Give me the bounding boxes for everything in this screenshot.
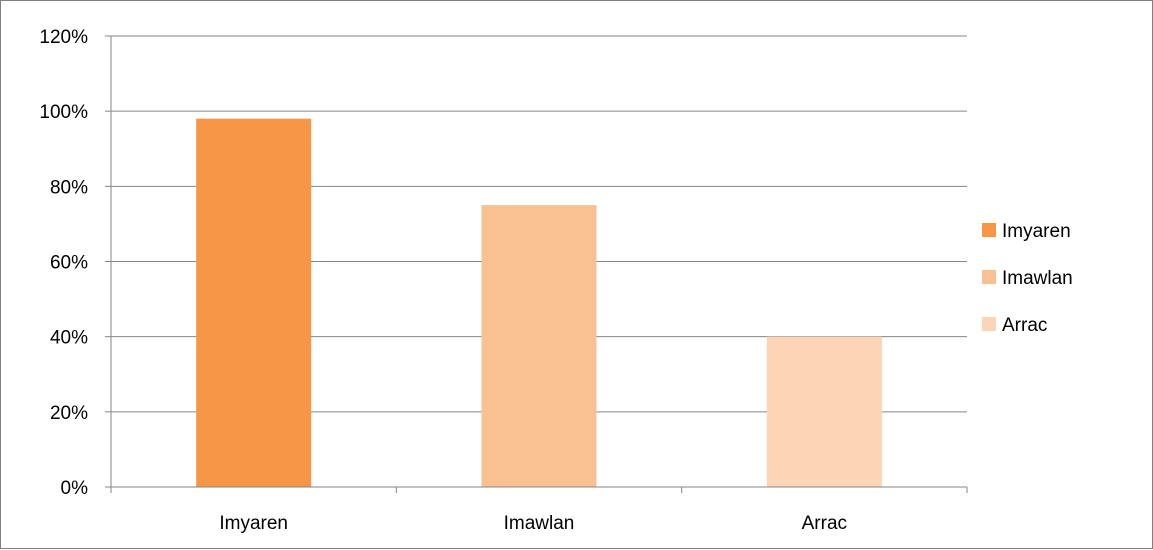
legend-swatch (982, 270, 996, 284)
x-tick-label: Arrac (802, 513, 847, 534)
bar-imyaren (196, 118, 312, 487)
y-tick-label: 80% (50, 177, 88, 198)
bar-arrac (766, 336, 882, 487)
y-tick-label: 120% (39, 27, 88, 48)
x-tick-label: Imyaren (219, 513, 288, 534)
y-tick-labels: 0% 20% 40% 60% 80% 100% 120% (39, 27, 88, 499)
legend-label: Arrac (1002, 315, 1047, 336)
legend-swatch (982, 317, 996, 331)
legend-swatch (982, 223, 996, 237)
y-tick-label: 20% (50, 403, 88, 424)
y-tick-label: 40% (50, 328, 88, 349)
y-tick-label: 60% (50, 253, 88, 274)
x-tick-label: Imawlan (504, 513, 575, 534)
legend-label: Imawlan (1002, 268, 1073, 289)
bars (196, 118, 882, 487)
y-tick-label: 100% (39, 102, 88, 123)
x-tick-labels: Imyaren Imawlan Arrac (219, 513, 847, 534)
axes (105, 35, 968, 493)
legend: Imyaren Imawlan Arrac (982, 221, 1073, 336)
y-tick-label: 0% (61, 478, 89, 499)
bar-imawlan (481, 205, 597, 487)
legend-label: Imyaren (1002, 221, 1071, 242)
